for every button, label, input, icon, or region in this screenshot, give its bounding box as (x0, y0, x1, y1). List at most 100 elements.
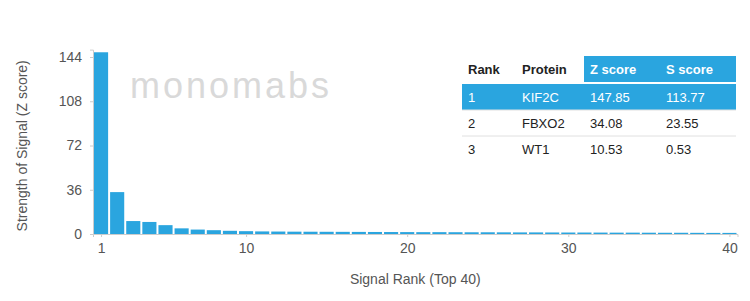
x-axis: 1 10 20 30 40 (94, 234, 739, 256)
table-cell: KIF2C (522, 90, 559, 105)
bar (497, 232, 511, 234)
bar (400, 232, 414, 234)
bar (416, 232, 430, 234)
x-tick-label: 40 (722, 240, 738, 256)
bar (223, 231, 237, 234)
table-cell: 34.08 (590, 116, 623, 131)
y-tick-label: 72 (66, 137, 82, 153)
y-tick-label: 108 (59, 93, 83, 109)
x-tick: 1 (98, 234, 106, 256)
bar (271, 232, 285, 234)
bar (352, 232, 366, 234)
bar (593, 233, 607, 234)
bar (255, 231, 269, 234)
header-label: Z score (590, 62, 636, 77)
table-row (462, 136, 736, 162)
bar (513, 232, 527, 234)
y-tick-label: 36 (66, 182, 82, 198)
table-cell: 10.53 (590, 142, 623, 157)
bar (690, 233, 704, 234)
header-cell (462, 56, 516, 82)
x-tick-mark (568, 234, 569, 237)
bar (722, 233, 736, 234)
table-cell: 113.77 (666, 90, 705, 105)
table-cell: 147.85 (590, 90, 630, 105)
x-tick-label: 20 (400, 240, 416, 256)
y-axis: 0 36 72 108 144 (59, 49, 94, 242)
x-tick-label: 10 (239, 240, 255, 256)
bar (674, 233, 688, 234)
x-tick-mark (729, 234, 730, 237)
bar (320, 232, 334, 234)
y-tick: 36 (66, 182, 93, 198)
bar (207, 230, 221, 234)
header-cell (584, 56, 660, 82)
y-tick: 108 (59, 93, 93, 109)
bar (432, 232, 446, 234)
bar (610, 233, 624, 234)
bar (191, 230, 205, 234)
table-cell: 23.55 (666, 116, 699, 131)
y-axis-line (90, 50, 94, 234)
x-tick-label: 30 (561, 240, 577, 256)
bar (287, 232, 301, 234)
x-tick: 20 (400, 234, 416, 256)
bar (577, 233, 591, 234)
bar (239, 231, 253, 234)
table-cell: 3 (468, 142, 475, 157)
header-label: S score (666, 62, 713, 77)
table: Rank Protein Z score S score 1 KIF2C 147.85 113… (462, 56, 736, 162)
y-tick-label: 0 (74, 226, 82, 242)
header-label: Protein (522, 62, 567, 77)
table-cell: WT1 (522, 142, 549, 157)
bar (158, 225, 172, 234)
y-tick-mark (90, 234, 93, 235)
y-tick: 0 (74, 226, 93, 242)
x-tick: 10 (239, 234, 255, 256)
bar (303, 232, 317, 234)
header-label: Rank (468, 62, 501, 77)
table-row (462, 84, 736, 110)
bar (658, 233, 672, 234)
y-tick: 72 (66, 137, 93, 153)
bars (94, 52, 737, 234)
y-axis-title: Strength of Signal (Z score) (14, 60, 30, 231)
bar (448, 232, 462, 234)
header-cell (660, 56, 736, 82)
watermark: monomabs (130, 65, 332, 106)
x-tick-label: 1 (98, 240, 106, 256)
bar (529, 232, 543, 234)
table-cell: FBXO2 (522, 116, 565, 131)
y-tick: 144 (59, 49, 93, 65)
header-cell (516, 56, 584, 82)
y-tick-mark (90, 190, 93, 191)
bar (142, 222, 156, 234)
y-tick-mark (90, 57, 93, 58)
bar (545, 232, 559, 234)
row-separator (462, 110, 736, 111)
x-tick-mark (101, 234, 102, 237)
table-cell: 0.53 (666, 142, 691, 157)
x-tick-mark (246, 234, 247, 237)
chart: monomabs 1 10 20 30 40 0 36 72 108 144 Signal Rank … (0, 0, 750, 301)
x-axis-line (94, 235, 739, 238)
bar (336, 232, 350, 234)
bar (110, 192, 124, 234)
x-tick: 40 (722, 234, 738, 256)
x-tick-mark (407, 234, 408, 237)
bar (368, 232, 382, 234)
table-cell: 1 (468, 90, 475, 105)
bar (384, 232, 398, 234)
y-tick-mark (90, 146, 93, 147)
bar (465, 232, 479, 234)
y-tick-mark (90, 101, 93, 102)
bar (706, 233, 720, 234)
bar (626, 233, 640, 234)
x-axis-title: Signal Rank (Top 40) (350, 271, 481, 287)
bar (561, 233, 575, 234)
bar (175, 228, 189, 234)
table-row (462, 110, 736, 136)
y-tick-label: 144 (59, 49, 83, 65)
table-cell: 2 (468, 116, 475, 131)
bar (94, 52, 108, 234)
